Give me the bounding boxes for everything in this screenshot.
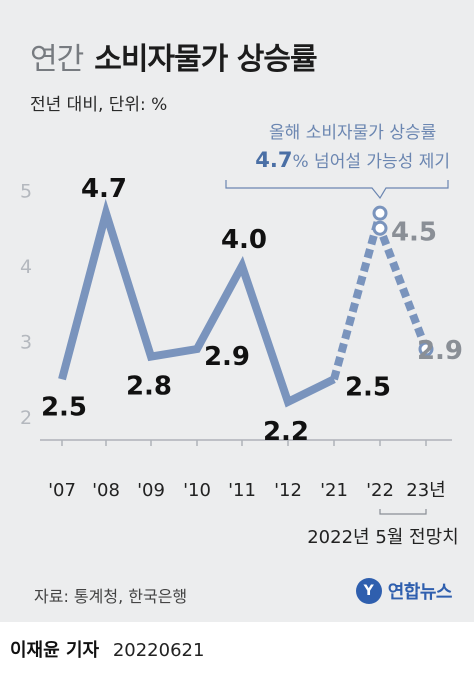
callout-line1: 올해 소비자물가 상승률 — [269, 123, 437, 143]
y-tick-label: 2 — [20, 407, 32, 429]
x-tick-label: '12 — [274, 480, 302, 501]
data-label: 2.5 — [345, 372, 391, 402]
forecast-data-label: 4.5 — [391, 217, 437, 247]
unit-label: 전년 대비, 단위: % — [30, 95, 168, 115]
forecast-series-line — [330, 212, 430, 381]
forecast-data-label: 2.9 — [417, 336, 463, 366]
data-label: 2.8 — [126, 372, 172, 402]
x-tick-label: '22 — [366, 480, 394, 501]
y-tick-label: 3 — [20, 332, 32, 354]
data-label: 2.9 — [204, 342, 250, 372]
title-prefix: 연간 — [30, 42, 84, 77]
logo-mark-icon: Y — [355, 578, 382, 604]
x-tick-label: '09 — [137, 480, 165, 501]
logo-text: 연합뉴스 — [387, 582, 453, 603]
callout-line2: 4.7% 넘어설 가능성 제기 — [255, 147, 450, 172]
source-note: 자료: 통계청, 한국은행 — [34, 587, 188, 606]
x-tick-label: '08 — [92, 480, 120, 501]
publish-date: 20220621 — [112, 640, 205, 661]
x-tick-label: 23년 — [406, 480, 445, 501]
x-tick-label: '11 — [228, 480, 256, 501]
title-main: 소비자물가 상승률 — [94, 42, 317, 77]
x-tick-label: '07 — [48, 480, 76, 501]
forecast-bracket — [379, 509, 427, 515]
x-tick-label: '21 — [320, 480, 348, 501]
actual-series-line — [58, 198, 336, 408]
forecast-period-label: 2022년 5월 전망치 — [307, 527, 459, 548]
byline: 이재윤 기자 20220621 — [10, 636, 204, 662]
data-label: 2.2 — [263, 417, 309, 447]
footer-bar — [0, 622, 474, 692]
forecast-point-marker — [418, 341, 434, 357]
y-tick-label: 4 — [20, 256, 32, 278]
chart-title: 연간 소비자물가 상승률 — [30, 34, 318, 78]
y-tick-label: 5 — [20, 181, 32, 203]
forecast-point-marker — [372, 205, 388, 221]
data-label: 4.0 — [221, 225, 267, 255]
callout-pointer — [225, 180, 449, 200]
line-chart: 2 3 4 5 '07 '08 '09 '10 '11 '12 '21 '22 23년 2022년 5월 … — [20, 174, 463, 548]
data-label: 2.5 — [41, 392, 87, 422]
data-label: 4.7 — [81, 174, 127, 204]
forecast-point-marker — [372, 220, 388, 236]
callout-rest: % 넘어설 가능성 제기 — [292, 152, 451, 172]
reporter-name: 이재윤 기자 — [10, 640, 100, 661]
callout-value: 4.7 — [255, 148, 293, 172]
yonhap-logo: Y 연합뉴스 — [355, 578, 453, 604]
forecast-callout: 올해 소비자물가 상승률 4.7% 넘어설 가능성 제기 — [255, 118, 450, 172]
x-tick-label: '10 — [183, 480, 211, 501]
